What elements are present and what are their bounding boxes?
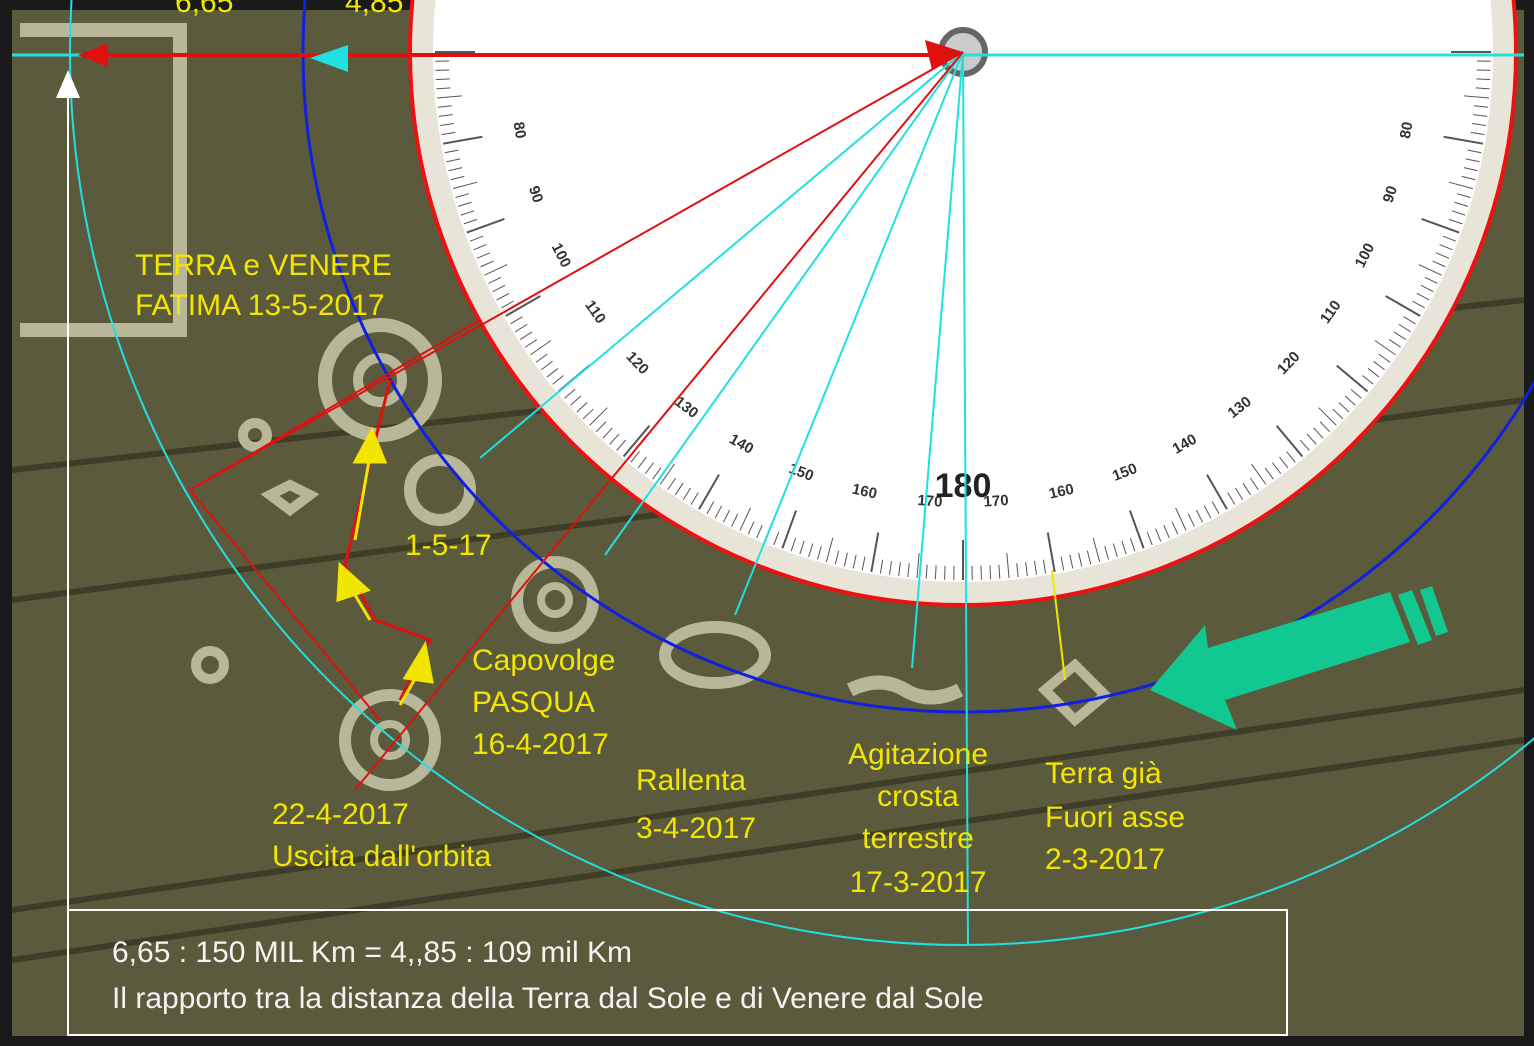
protractor-label: 80 xyxy=(1397,121,1417,140)
annotation: FATIMA 13-5-2017 xyxy=(135,289,385,322)
annotation: Uscita dall'orbita xyxy=(272,840,491,873)
annotation: 1-5-17 xyxy=(405,529,492,562)
protractor-label: 180 xyxy=(935,467,992,505)
annotation: Terra già xyxy=(1045,757,1162,790)
annotation: 17-3-2017 xyxy=(850,866,987,899)
annotation: 2-3-2017 xyxy=(1045,843,1165,876)
protractor-label: 80 xyxy=(510,121,530,140)
annotation: TERRA e VENERE xyxy=(135,249,392,282)
annotation: Fuori asse xyxy=(1045,801,1185,834)
annotation: terrestre xyxy=(862,822,974,855)
caption: Il rapporto tra la distanza della Terra … xyxy=(112,982,984,1015)
annotation: Rallenta xyxy=(636,764,746,797)
annotation: Agitazione xyxy=(848,738,988,771)
caption: 6,65 : 150 MIL Km = 4,,85 : 109 mil Km xyxy=(112,936,632,969)
annotation: 22-4-2017 xyxy=(272,798,409,831)
annotation: crosta xyxy=(877,780,959,813)
page: {"top_labels":["6,65","4,85"], "protract… xyxy=(0,0,1534,1046)
top-label: 6,65 xyxy=(175,0,233,19)
annotation: PASQUA xyxy=(472,686,595,719)
top-label: 4,85 xyxy=(345,0,403,19)
annotation: 16-4-2017 xyxy=(472,728,609,761)
annotation: Capovolge xyxy=(472,644,615,677)
annotated-photo: 8090100110120130140150160170170160150140… xyxy=(0,0,1534,1046)
annotation: 3-4-2017 xyxy=(636,812,756,845)
